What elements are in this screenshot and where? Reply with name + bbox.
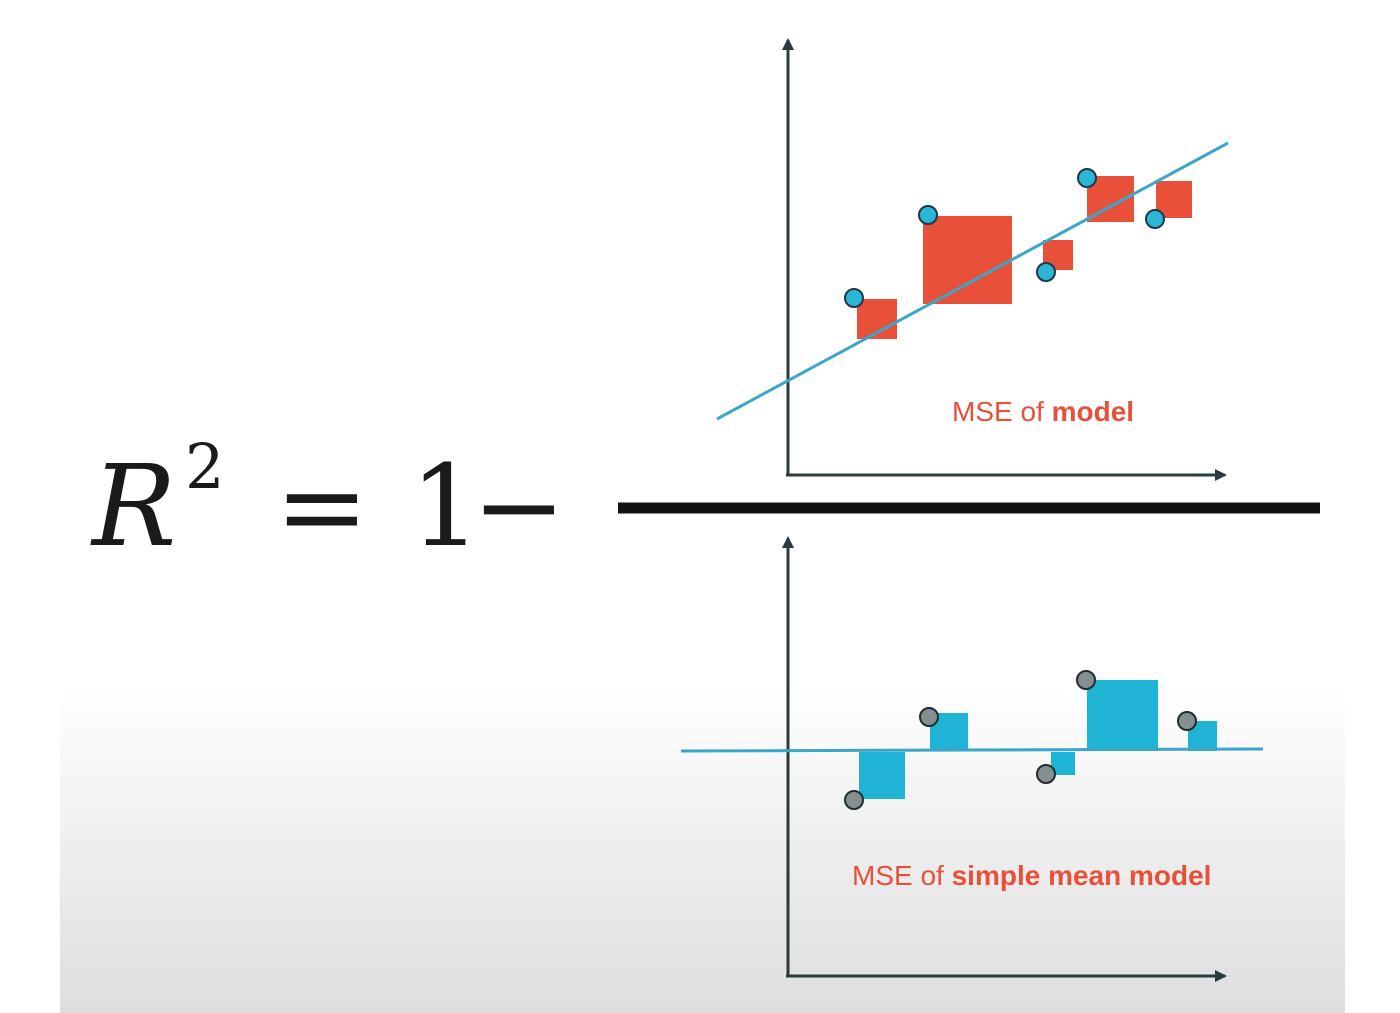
model-residual-square xyxy=(1156,181,1192,218)
mean-model-caption-prefix: MSE of xyxy=(852,860,952,891)
mean-residual-square xyxy=(1051,752,1075,775)
mean-model-chart: MSE of simple mean model xyxy=(680,536,1264,982)
model-data-point xyxy=(918,205,938,225)
mean-data-point xyxy=(844,790,864,810)
mean-line xyxy=(680,747,1264,753)
model-chart: MSE of model xyxy=(716,38,1229,481)
mean-data-point xyxy=(1036,764,1056,784)
model-caption-prefix: MSE of xyxy=(952,396,1052,427)
model-data-point xyxy=(844,288,864,308)
mean-model-caption: MSE of simple mean model xyxy=(852,860,1211,891)
mean-model-caption-emphasis: simple mean model xyxy=(952,860,1212,891)
model-residual-square xyxy=(923,216,1012,304)
model-caption: MSE of model xyxy=(952,396,1134,427)
model-data-point xyxy=(1077,168,1097,188)
model-data-point xyxy=(1036,262,1056,282)
model-data-point xyxy=(1145,209,1165,229)
model-regression-line xyxy=(716,141,1229,421)
mean-data-point xyxy=(919,707,939,727)
formula-one: 1 xyxy=(410,442,481,572)
formula-variable: R xyxy=(90,442,176,572)
mean-residual-square xyxy=(1087,680,1158,751)
mean-data-point xyxy=(1076,670,1096,690)
model-caption-emphasis: model xyxy=(1052,396,1134,427)
mean-data-point xyxy=(1177,711,1197,731)
formula-minus: − xyxy=(472,442,566,572)
mean-residual-square xyxy=(859,752,905,799)
formula-equals: = xyxy=(275,442,369,572)
formula: R 2 = 1 − xyxy=(90,430,566,572)
formula-exponent: 2 xyxy=(185,430,224,503)
